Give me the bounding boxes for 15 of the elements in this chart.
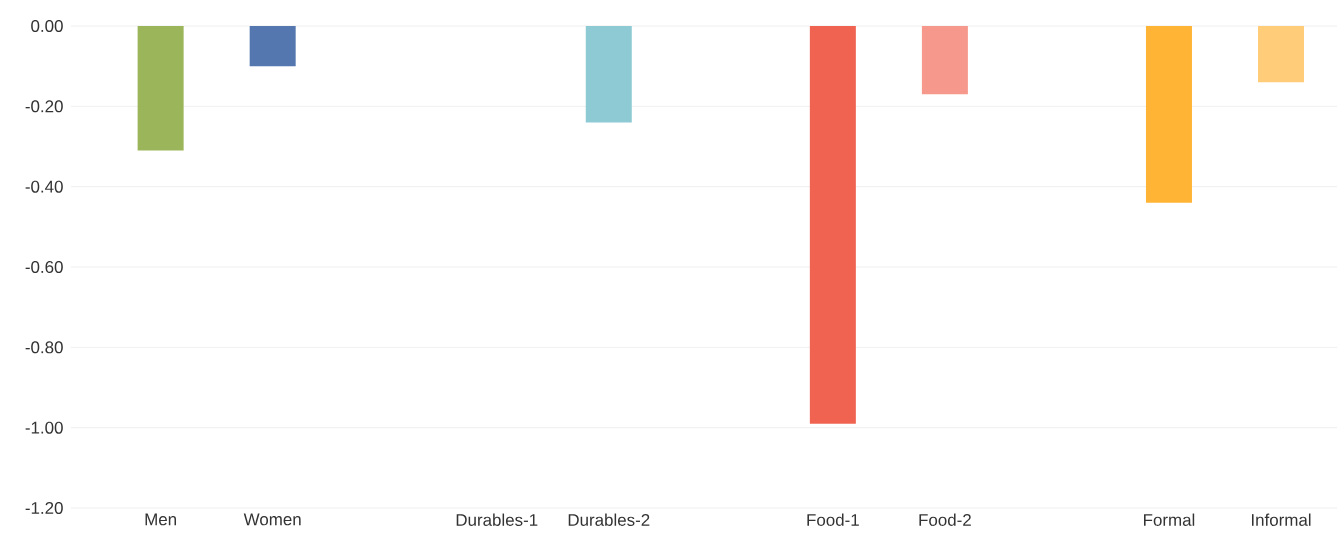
y-tick-label: -0.40 [25,180,63,193]
y-tick-label: -0.80 [25,341,63,354]
x-tick-label: Formal [1144,513,1195,526]
y-tick-label: 0.00 [31,20,63,32]
x-tick-label: Durables-2 [568,513,650,526]
x-tick-label: Informal [1251,513,1311,526]
y-tick-label: -1.00 [25,421,63,434]
y-tick-label: -1.20 [25,502,63,514]
x-tick-label: Women [243,513,301,526]
x-tick-label: Men [145,513,176,526]
x-tick-label: Durables-1 [456,513,538,526]
x-tick-label: Food-1 [807,513,859,526]
x-tick-label: Food-2 [919,513,971,526]
y-tick-label: -0.60 [25,261,63,273]
y-tick-label: -0.20 [25,100,63,113]
